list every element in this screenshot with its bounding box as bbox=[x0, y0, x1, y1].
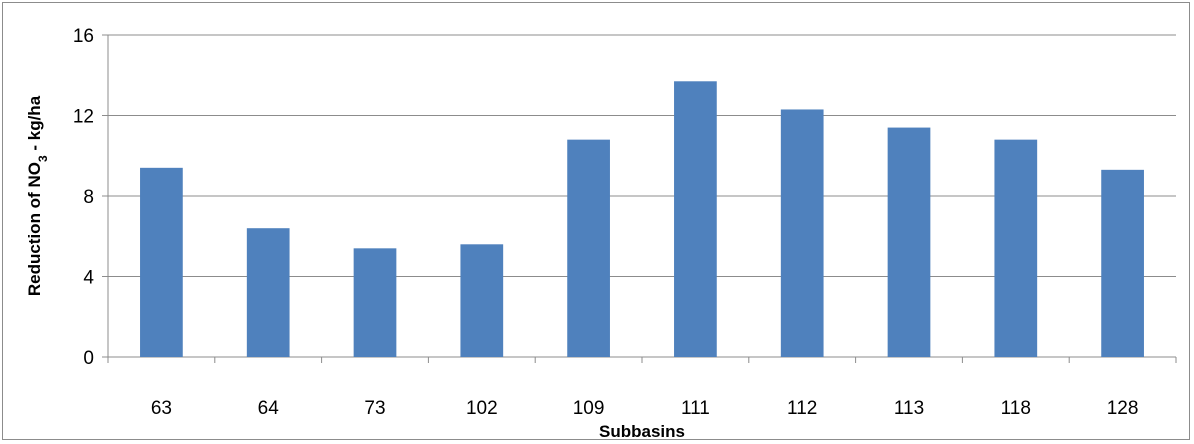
x-tick-label: 118 bbox=[1001, 398, 1031, 419]
y-tick-labels: 0 4 8 12 16 bbox=[73, 26, 95, 369]
y-axis-title-subscript: 3 bbox=[36, 155, 50, 162]
y-axis-title: Reduction of NO3 - kg/ha bbox=[25, 95, 50, 296]
x-tick-label: 102 bbox=[466, 398, 498, 419]
bar-102 bbox=[460, 244, 504, 357]
bar-109 bbox=[567, 139, 610, 357]
bar-128 bbox=[1101, 169, 1144, 357]
x-tick-label: 73 bbox=[364, 398, 385, 419]
x-tick-label: 128 bbox=[1107, 398, 1139, 419]
bar-113 bbox=[887, 127, 931, 357]
bar-112 bbox=[780, 109, 824, 358]
x-tick-label: 111 bbox=[681, 398, 710, 419]
bar-63 bbox=[140, 167, 183, 357]
x-tick-labels: 63 64 73 102 109 111 112 113 118 128 bbox=[151, 398, 1139, 419]
x-tick-label: 112 bbox=[787, 398, 817, 419]
x-tick-label: 113 bbox=[894, 398, 924, 419]
x-axis-title: Subbasins bbox=[599, 422, 685, 441]
y-axis-title-prefix: Reduction of NO bbox=[25, 162, 44, 296]
x-tick-label: 63 bbox=[151, 398, 172, 419]
y-tick-label: 8 bbox=[83, 187, 94, 208]
x-tick-label: 109 bbox=[573, 398, 605, 419]
bar-73 bbox=[353, 248, 397, 357]
x-tick-label: 64 bbox=[258, 398, 280, 419]
bars bbox=[140, 81, 1144, 358]
y-axis-title-suffix: - kg/ha bbox=[25, 95, 44, 155]
y-tick-label: 12 bbox=[73, 107, 94, 128]
y-tick-label: 0 bbox=[83, 348, 94, 369]
bar-64 bbox=[246, 228, 290, 357]
y-tick-label: 16 bbox=[73, 26, 94, 47]
bar-118 bbox=[994, 139, 1038, 357]
bar-111 bbox=[674, 81, 717, 357]
y-tick-label: 4 bbox=[83, 268, 94, 289]
